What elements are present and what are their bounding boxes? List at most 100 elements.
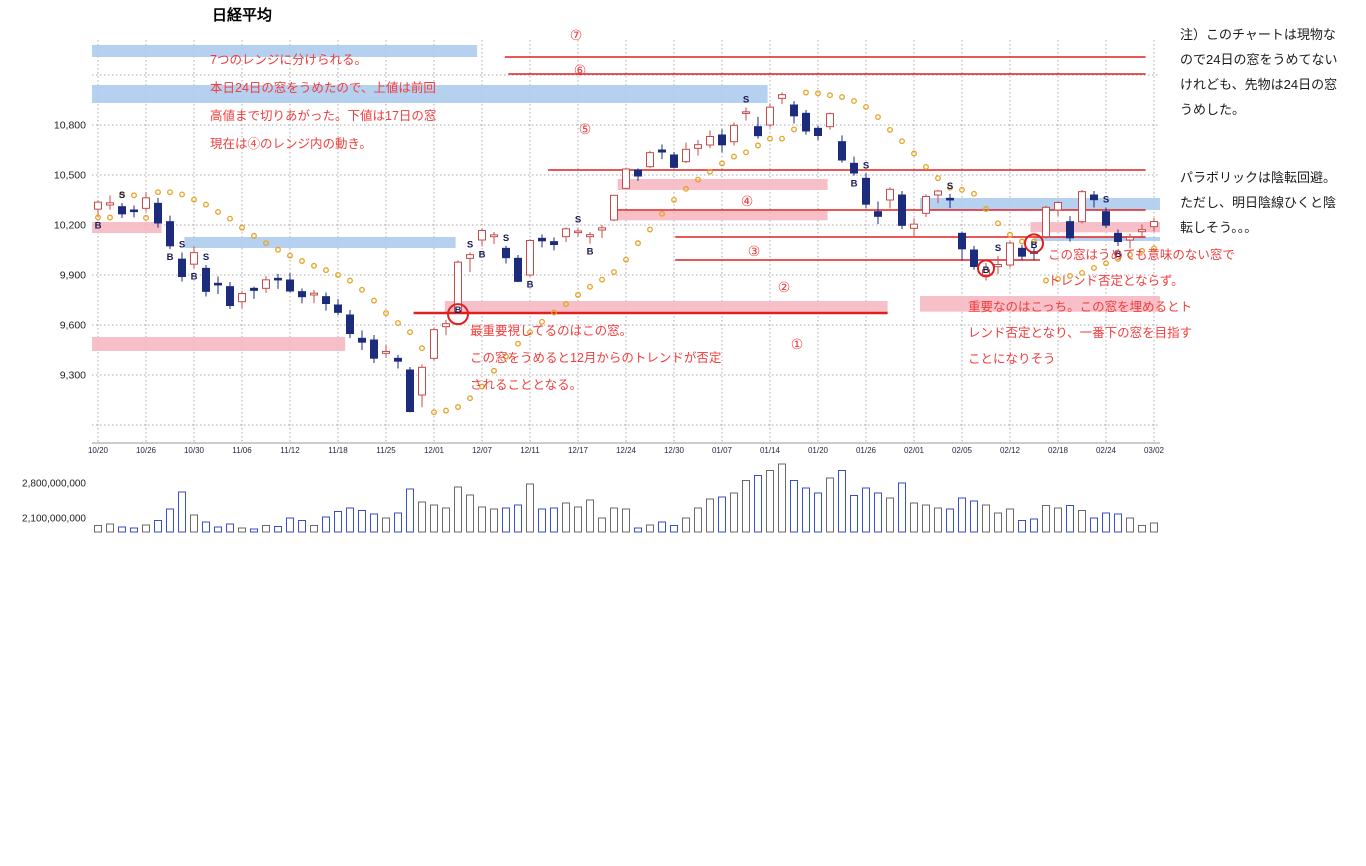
candle xyxy=(994,264,1002,268)
volume-bar xyxy=(514,504,522,533)
volume-bar xyxy=(346,507,354,533)
range-number-label: ③ xyxy=(748,244,761,260)
x-axis-label: 03/02 xyxy=(1144,446,1165,455)
x-axis-label: 10/26 xyxy=(136,446,157,455)
volume-bar xyxy=(166,508,174,533)
highlight-circle xyxy=(977,259,995,278)
note-line: ので24日の窓をうめてない xyxy=(1180,52,1338,67)
candle xyxy=(922,196,930,214)
volume-bar xyxy=(274,526,282,533)
candle xyxy=(370,339,378,359)
volume-bar xyxy=(418,501,426,533)
buy-signal-marker: B xyxy=(455,305,462,316)
candle xyxy=(1018,247,1026,257)
volume-bar xyxy=(298,520,306,533)
x-axis-label: 10/20 xyxy=(88,446,109,455)
candle xyxy=(622,168,630,189)
candle xyxy=(202,267,210,292)
volume-bar xyxy=(526,483,534,533)
candle xyxy=(178,258,186,277)
volume-bar xyxy=(382,517,390,533)
blue-gap-window xyxy=(92,45,478,57)
y-axis-label: 10,200 xyxy=(54,220,86,232)
blue-gap-window xyxy=(184,237,456,248)
candle xyxy=(562,228,570,238)
sell-signal-marker: S xyxy=(179,240,185,251)
candle xyxy=(322,296,330,304)
sell-signal-marker: S xyxy=(203,252,209,263)
candle xyxy=(334,304,342,313)
x-axis-label: 01/26 xyxy=(856,446,877,455)
candle xyxy=(346,314,354,334)
volume-bar xyxy=(814,492,822,533)
volume-bar xyxy=(334,511,342,533)
volume-bar xyxy=(1126,517,1134,533)
annotation-range-note: 7つのレンジに分けられる。 本日24日の窓をうめたので、上値は前回 高値まで切り… xyxy=(210,46,436,158)
candle xyxy=(706,136,714,146)
volume-bar xyxy=(1102,512,1110,533)
pink-gap-window xyxy=(92,337,346,351)
note-line: けれども、先物は24日の窓 xyxy=(1180,77,1338,92)
note-spot-vs-futures: 注）このチャートは現物な ので24日の窓をうめてない けれども、先物は24日の窓… xyxy=(1180,22,1337,122)
y-axis-label: 10,500 xyxy=(54,170,86,182)
y-axis-label: 10,800 xyxy=(54,120,86,132)
x-axis-label: 12/07 xyxy=(472,446,493,455)
candle xyxy=(610,194,618,221)
volume-bar xyxy=(154,520,162,533)
buy-signal-marker: B xyxy=(1115,249,1122,260)
candle xyxy=(538,237,546,242)
candle xyxy=(514,257,522,282)
note-parabolic: パラボリックは陰転回避。 ただし、明日陰線ひくと陰 転しそう。。。 xyxy=(1180,165,1336,240)
volume-bar xyxy=(982,504,990,533)
volume-axis-label: 2,800,000,000 xyxy=(22,479,86,490)
volume-bar xyxy=(310,525,318,533)
volume-bar xyxy=(178,491,186,533)
x-axis-label: 02/05 xyxy=(952,446,973,455)
range-number-label: ⑦ xyxy=(570,28,583,44)
blue-gap-window xyxy=(920,198,1160,210)
candle xyxy=(826,113,834,128)
candle xyxy=(1066,221,1074,239)
range-number-label: ⑥ xyxy=(574,63,587,79)
buy-signal-marker: B xyxy=(527,280,534,291)
volume-bar xyxy=(646,524,654,533)
volume-bar xyxy=(754,475,762,533)
candle xyxy=(478,230,486,241)
sell-signal-marker: S xyxy=(1103,195,1109,206)
candle xyxy=(238,293,246,303)
candle xyxy=(142,197,150,209)
sell-signal-marker: S xyxy=(743,95,749,106)
buy-signal-marker: B xyxy=(983,265,990,276)
volume-bar xyxy=(790,480,798,533)
volume-bar xyxy=(142,524,150,533)
volume-bar xyxy=(766,470,774,533)
x-axis-labels: 10/20 10/26 10/30 11/06 11/12 11/18 11/25 12/01… xyxy=(88,446,1165,455)
buy-signal-marker: B xyxy=(479,249,486,260)
annotation-line: 現在は④のレンジ内の動き。 xyxy=(210,137,372,151)
volume-bar xyxy=(946,508,954,533)
volume-bar xyxy=(658,521,666,533)
x-axis-label: 01/14 xyxy=(760,446,781,455)
candle xyxy=(898,194,906,226)
volume-bar xyxy=(442,507,450,533)
volume-bar xyxy=(130,527,138,533)
sell-signal-marker: S xyxy=(503,233,509,244)
candle xyxy=(862,177,870,205)
sell-signal-marker: S xyxy=(995,243,1001,254)
range-number-label: ① xyxy=(791,337,804,353)
volume-bar xyxy=(1030,518,1038,533)
annotation-line: 7つのレンジに分けられる。 xyxy=(210,53,367,67)
candle xyxy=(958,232,966,250)
annotation-important-window: 最重要視してるのはこの窓。 この窓をうめると12月からのトレンドが否定 されるこ… xyxy=(470,318,721,399)
volume-bar xyxy=(742,480,750,533)
volume-bar xyxy=(490,508,498,533)
annotation-line: ことになりそう xyxy=(968,352,1056,366)
y-axis-label: 9,300 xyxy=(60,370,86,382)
candle xyxy=(430,329,438,359)
candle xyxy=(286,279,294,292)
candle xyxy=(1114,232,1122,242)
x-axis-label: 12/24 xyxy=(616,446,637,455)
volume-bar xyxy=(778,463,786,533)
candle xyxy=(1150,221,1158,228)
